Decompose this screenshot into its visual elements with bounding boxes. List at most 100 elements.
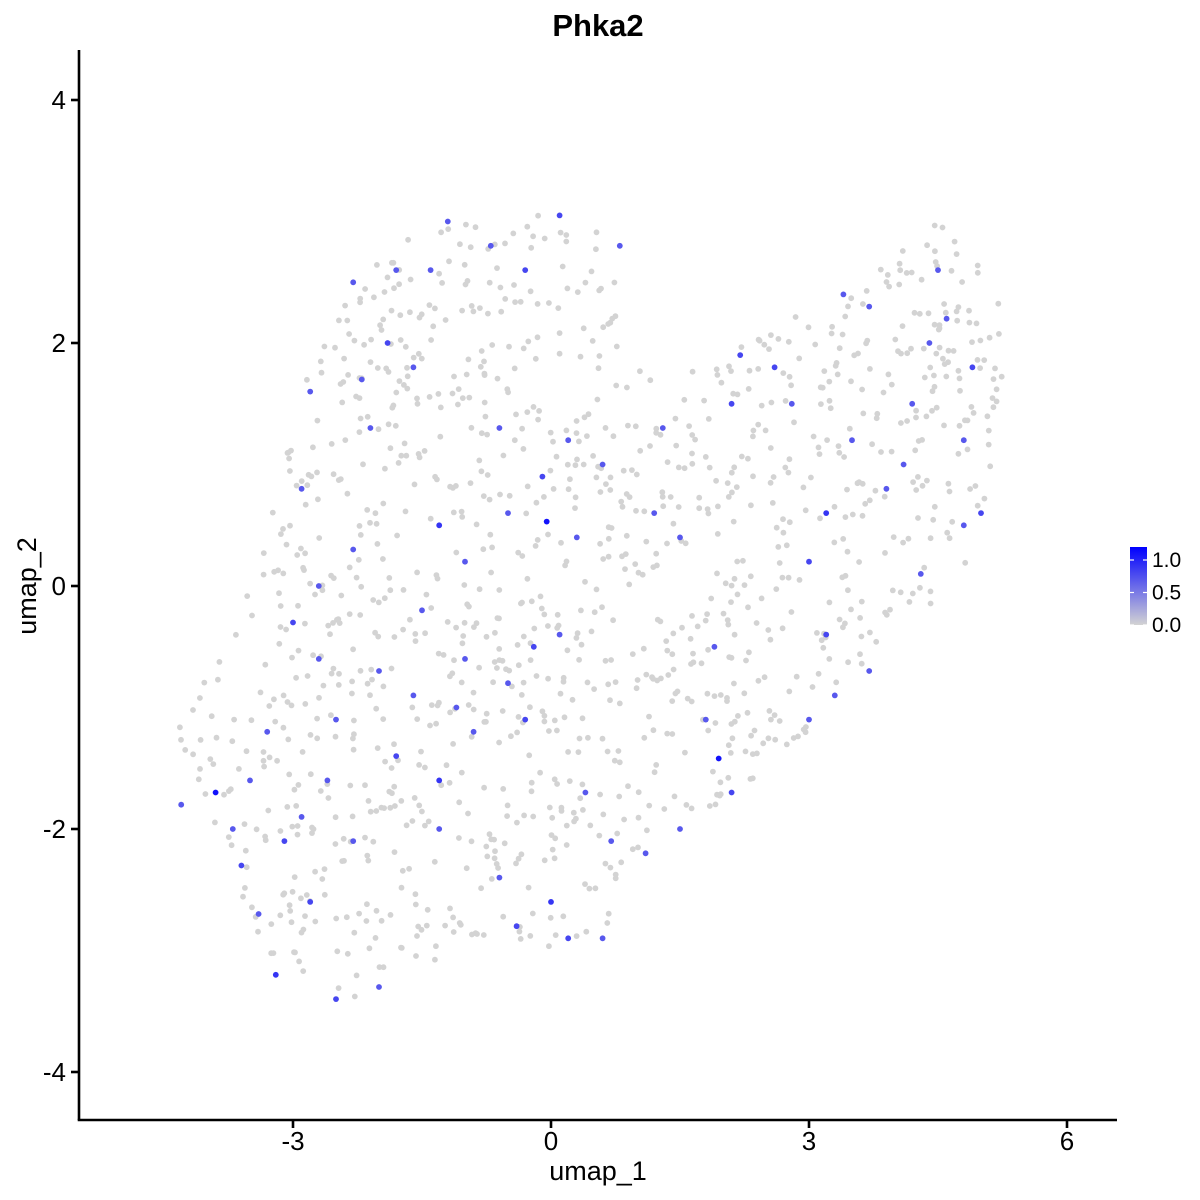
expressing-cell-point bbox=[462, 558, 468, 565]
cell-point bbox=[481, 358, 487, 365]
cell-point bbox=[277, 624, 284, 630]
cell-point bbox=[528, 598, 535, 605]
expressing-cell-point bbox=[978, 510, 984, 516]
cell-point bbox=[511, 282, 517, 288]
cell-point bbox=[772, 736, 779, 743]
cell-point bbox=[694, 623, 701, 630]
cell-point bbox=[966, 307, 972, 314]
cell-point bbox=[341, 355, 347, 362]
cell-point bbox=[551, 855, 558, 862]
cell-point bbox=[987, 463, 994, 470]
cell-point bbox=[494, 375, 501, 382]
cell-point bbox=[550, 486, 557, 492]
cell-point bbox=[746, 367, 753, 374]
cell-point bbox=[588, 268, 595, 275]
cell-point bbox=[307, 771, 314, 778]
cell-point bbox=[967, 486, 973, 492]
cell-point bbox=[577, 795, 584, 802]
cell-point bbox=[363, 918, 370, 924]
cell-point bbox=[483, 718, 489, 725]
cell-point bbox=[373, 808, 380, 814]
cell-point bbox=[906, 599, 913, 605]
cell-point bbox=[357, 299, 363, 306]
cell-point bbox=[512, 299, 518, 305]
expressing-cell-point bbox=[522, 267, 529, 273]
cell-point bbox=[828, 330, 835, 337]
cell-point bbox=[831, 539, 838, 546]
cell-point bbox=[468, 303, 475, 309]
cell-point bbox=[592, 885, 599, 892]
cell-point bbox=[653, 762, 660, 768]
cell-point bbox=[455, 401, 461, 408]
cell-point bbox=[873, 638, 880, 645]
cell-point bbox=[584, 679, 591, 686]
cell-point bbox=[834, 371, 841, 378]
cell-point bbox=[260, 571, 267, 578]
cell-point bbox=[608, 657, 614, 663]
cell-point bbox=[796, 577, 803, 583]
cell-point bbox=[562, 562, 568, 569]
cell-point bbox=[704, 611, 710, 617]
cell-point bbox=[775, 544, 782, 550]
cell-point bbox=[580, 807, 586, 813]
cell-point bbox=[973, 320, 980, 327]
cell-point bbox=[330, 665, 337, 672]
cell-point bbox=[720, 610, 727, 617]
expressing-cell-point bbox=[281, 838, 288, 844]
cell-point bbox=[427, 722, 433, 729]
cell-point bbox=[486, 831, 493, 838]
cell-point bbox=[330, 471, 337, 478]
cell-point bbox=[435, 391, 442, 397]
cell-point bbox=[325, 622, 332, 629]
cell-point bbox=[743, 657, 749, 664]
cell-point bbox=[515, 714, 522, 720]
cell-point bbox=[892, 336, 899, 343]
cell-point bbox=[433, 720, 439, 727]
cell-point bbox=[910, 479, 916, 485]
cell-point bbox=[419, 808, 425, 815]
cell-point bbox=[688, 698, 695, 705]
cell-point bbox=[525, 338, 532, 345]
cell-point bbox=[530, 813, 537, 820]
cell-point bbox=[632, 423, 639, 430]
cell-point bbox=[595, 365, 602, 372]
expressing-cell-point bbox=[324, 777, 331, 784]
cell-point bbox=[748, 732, 754, 739]
cell-point bbox=[738, 453, 745, 460]
cell-point bbox=[243, 748, 250, 755]
cell-point bbox=[942, 309, 949, 316]
cell-point bbox=[489, 342, 496, 348]
cell-point bbox=[953, 251, 960, 257]
cell-point bbox=[414, 395, 420, 402]
expressing-cell-point bbox=[376, 668, 382, 674]
cell-point bbox=[364, 901, 370, 908]
cell-point bbox=[598, 285, 604, 292]
cell-point bbox=[301, 567, 307, 573]
cell-point bbox=[725, 774, 732, 781]
expressing-cell-point bbox=[599, 935, 606, 942]
cell-point bbox=[369, 676, 375, 683]
expressing-cell-point bbox=[384, 340, 391, 346]
cell-point bbox=[618, 859, 625, 866]
cell-point bbox=[563, 238, 570, 245]
cell-point bbox=[728, 469, 735, 476]
cell-point bbox=[557, 690, 564, 697]
cell-point bbox=[836, 345, 843, 352]
cell-point bbox=[416, 762, 422, 768]
cell-point bbox=[758, 595, 765, 602]
cell-point bbox=[664, 540, 670, 547]
cell-point bbox=[616, 793, 623, 800]
expressing-cell-point bbox=[711, 643, 718, 650]
cell-point bbox=[399, 867, 406, 874]
cell-point bbox=[824, 437, 830, 443]
cell-point bbox=[773, 586, 780, 592]
cell-point bbox=[573, 430, 580, 436]
cell-point bbox=[416, 314, 423, 321]
cell-point bbox=[483, 843, 490, 850]
cell-point bbox=[403, 452, 410, 459]
cell-point bbox=[820, 644, 827, 651]
cell-point bbox=[356, 910, 362, 917]
cell-point bbox=[827, 405, 834, 412]
expressing-cell-point bbox=[298, 485, 305, 492]
cell-point bbox=[344, 317, 351, 324]
